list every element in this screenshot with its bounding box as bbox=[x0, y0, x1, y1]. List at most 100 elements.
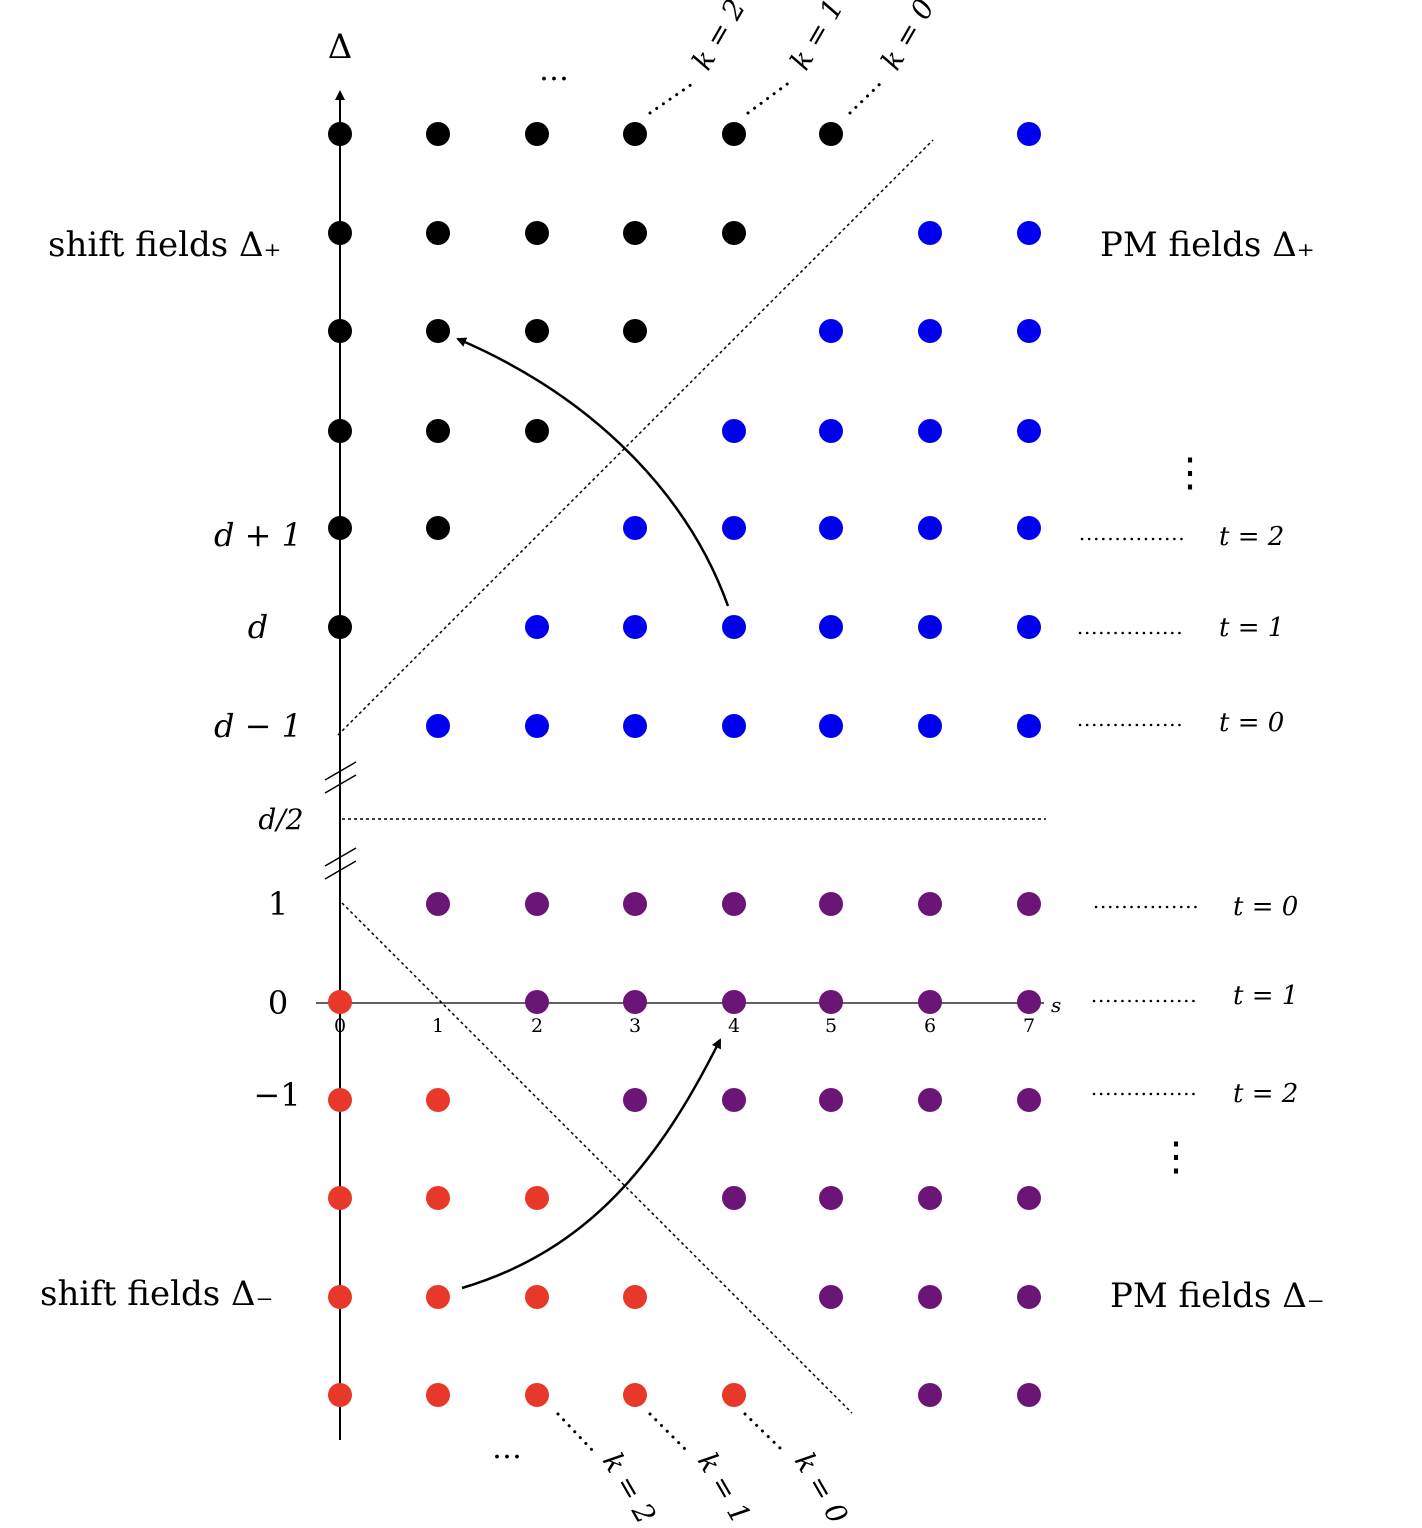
pm-plus-dot bbox=[1017, 122, 1041, 146]
pm-minus-dot bbox=[525, 892, 549, 916]
x-tick-label: 2 bbox=[531, 1015, 543, 1037]
pm-minus-dot bbox=[623, 990, 647, 1014]
x-tick-label: 4 bbox=[728, 1015, 740, 1037]
shift-minus-dot bbox=[623, 1285, 647, 1309]
top-k-leaders bbox=[648, 80, 884, 115]
s-axis-tick-labels: 0 1 2 3 4 5 6 7 bbox=[334, 1015, 1035, 1037]
pm-plus-dot bbox=[623, 615, 647, 639]
bottom-ellipsis: … bbox=[492, 1431, 522, 1466]
label-zero: 0 bbox=[268, 984, 288, 1022]
shift-fields-minus-dots bbox=[328, 990, 746, 1407]
shift-minus-dot bbox=[722, 1383, 746, 1407]
shift-minus-dot bbox=[426, 1383, 450, 1407]
top-k-label-2: k = 2 bbox=[685, 0, 752, 76]
arrow-pm-to-shift-plus bbox=[456, 337, 730, 607]
label-one: 1 bbox=[268, 885, 288, 923]
axis-break-upper bbox=[324, 761, 357, 794]
pm-plus-dot bbox=[1017, 419, 1041, 443]
pm-minus-dot bbox=[819, 1088, 843, 1112]
pm-minus-dot bbox=[1017, 1186, 1041, 1210]
t-label-upper-0: t = 0 bbox=[1219, 708, 1284, 738]
shift-plus-dot bbox=[426, 319, 450, 343]
pm-plus-dot bbox=[819, 319, 843, 343]
x-tick-label: 5 bbox=[825, 1015, 837, 1037]
shift-fields-minus-label: shift fields Δ₋ bbox=[40, 1274, 273, 1314]
pm-plus-dot bbox=[1017, 319, 1041, 343]
pm-plus-dot bbox=[525, 714, 549, 738]
shift-minus-dot bbox=[328, 1383, 352, 1407]
shift-minus-dot bbox=[426, 1186, 450, 1210]
arrow-shift-to-pm-minus bbox=[461, 1038, 722, 1290]
bottom-k-label-2: k = 2 bbox=[596, 1447, 663, 1528]
s-axis-label: s bbox=[1051, 993, 1061, 1017]
upper-diagonal-divider bbox=[337, 139, 934, 736]
pm-plus-dot bbox=[722, 714, 746, 738]
shift-fields-plus-dots bbox=[328, 122, 843, 639]
pm-fields-minus-label: PM fields Δ₋ bbox=[1110, 1276, 1325, 1316]
pm-minus-dot bbox=[1017, 990, 1041, 1014]
shift-plus-dot bbox=[525, 122, 549, 146]
shift-plus-dot bbox=[426, 419, 450, 443]
pm-plus-dot bbox=[819, 419, 843, 443]
pm-plus-dot bbox=[1017, 516, 1041, 540]
pm-plus-dot bbox=[918, 615, 942, 639]
x-tick-label: 7 bbox=[1023, 1015, 1035, 1037]
pm-minus-dot bbox=[918, 1383, 942, 1407]
bottom-k-leaders bbox=[556, 1412, 784, 1452]
pm-plus-dot bbox=[623, 516, 647, 540]
pm-plus-dot bbox=[918, 419, 942, 443]
t-label-lower-0: t = 0 bbox=[1233, 892, 1298, 922]
pm-minus-dot bbox=[819, 990, 843, 1014]
shift-minus-dot bbox=[328, 1186, 352, 1210]
delta-axis-label: Δ bbox=[328, 27, 353, 67]
shift-plus-dot bbox=[525, 419, 549, 443]
pm-plus-dot bbox=[722, 419, 746, 443]
shift-plus-dot bbox=[328, 221, 352, 245]
shift-plus-dot bbox=[328, 419, 352, 443]
shift-plus-dot bbox=[328, 615, 352, 639]
shift-minus-dot bbox=[426, 1088, 450, 1112]
x-tick-label: 0 bbox=[334, 1015, 346, 1037]
pm-plus-dot bbox=[918, 221, 942, 245]
pm-minus-dot bbox=[918, 1088, 942, 1112]
pm-minus-dot bbox=[918, 892, 942, 916]
top-k-label-1: k = 1 bbox=[783, 0, 850, 76]
shift-minus-dot bbox=[525, 1186, 549, 1210]
x-tick-label: 6 bbox=[924, 1015, 936, 1037]
top-ellipsis: … bbox=[539, 53, 569, 88]
x-tick-label: 3 bbox=[629, 1015, 641, 1037]
pm-minus-dot bbox=[426, 892, 450, 916]
pm-plus-dot bbox=[623, 714, 647, 738]
shift-plus-dot bbox=[722, 122, 746, 146]
pm-plus-dot bbox=[918, 516, 942, 540]
lower-diagonal-divider bbox=[341, 902, 853, 1414]
shift-fields-plus-label: shift fields Δ₊ bbox=[48, 225, 281, 265]
shift-minus-dot bbox=[525, 1285, 549, 1309]
label-minus-one: −1 bbox=[253, 1076, 300, 1114]
pm-minus-dot bbox=[1017, 1383, 1041, 1407]
shift-plus-dot bbox=[426, 221, 450, 245]
pm-plus-dot bbox=[1017, 221, 1041, 245]
t-leaders-upper bbox=[1078, 537, 1184, 727]
pm-minus-dot bbox=[722, 990, 746, 1014]
shift-plus-dot bbox=[623, 319, 647, 343]
pm-plus-dot bbox=[918, 714, 942, 738]
pm-minus-dot bbox=[722, 892, 746, 916]
vertical-ellipsis-upper: ⋮ bbox=[1170, 450, 1210, 496]
shift-plus-dot bbox=[426, 122, 450, 146]
bottom-k-label-1: k = 1 bbox=[691, 1447, 758, 1528]
label-d-half: d/2 bbox=[258, 803, 303, 836]
shift-plus-dot bbox=[623, 122, 647, 146]
pm-minus-dot bbox=[722, 1088, 746, 1112]
shift-plus-dot bbox=[328, 319, 352, 343]
shift-plus-dot bbox=[623, 221, 647, 245]
pm-fields-plus-label: PM fields Δ₊ bbox=[1100, 225, 1315, 265]
pm-plus-dot bbox=[819, 615, 843, 639]
pm-plus-dot bbox=[819, 516, 843, 540]
pm-minus-dot bbox=[819, 892, 843, 916]
pm-plus-dot bbox=[819, 714, 843, 738]
pm-minus-dot bbox=[819, 1285, 843, 1309]
pm-minus-dot bbox=[623, 892, 647, 916]
pm-minus-dot bbox=[819, 1186, 843, 1210]
